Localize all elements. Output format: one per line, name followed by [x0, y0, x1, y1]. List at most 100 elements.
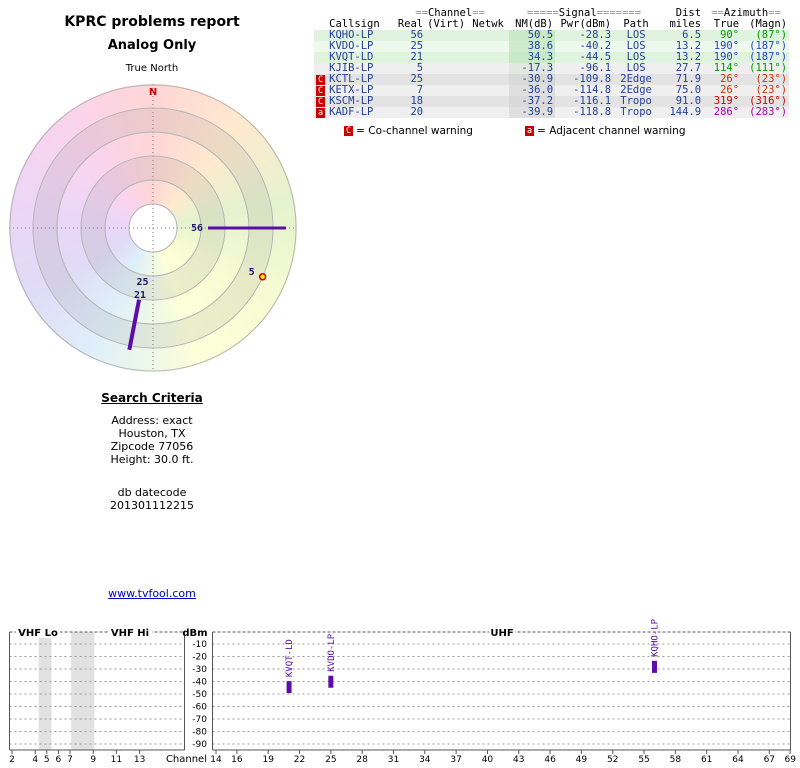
channel-tick-label: 7	[67, 755, 73, 765]
channel-tick-label: 4	[32, 755, 38, 765]
dbm-tick-label: -20	[192, 653, 207, 663]
miles-cell: 71.9	[675, 74, 702, 85]
signal-group-dashes-left: =====	[527, 8, 559, 19]
warning-badge: C	[316, 75, 326, 85]
network-cell	[467, 107, 509, 118]
dbm-tick-label: -40	[192, 678, 207, 688]
miles-cell: 91.0	[675, 96, 702, 107]
radar-channel-label: 25	[136, 277, 148, 288]
callsign-cell: KQHO-LP	[329, 30, 374, 41]
north-label: N	[148, 87, 158, 98]
warning-cell	[314, 30, 327, 41]
signal-table: ==Channel== =====Signal======= Dist ==Az…	[314, 8, 790, 137]
virt-col-header: (Virt)	[427, 19, 466, 30]
azimuth-magn-cell: (187°)	[749, 52, 788, 63]
channel-tick-label: 55	[638, 755, 649, 765]
path-cell: LOS	[626, 63, 646, 74]
azimuth-group-dashes-right: ==	[768, 8, 781, 19]
channel-tick-label: 58	[670, 755, 682, 765]
azimuth-magn-cell: (23°)	[755, 74, 788, 85]
azimuth-group-label: Azimuth	[723, 8, 769, 19]
signal-group-header: =====Signal=======	[509, 8, 659, 19]
dbm-tick-label: -70	[192, 715, 207, 725]
power-cell: -114.8	[573, 85, 612, 96]
radar-plot: 56 25 21 5 N	[9, 84, 297, 372]
callsign-cell: KVQT-LD	[329, 52, 374, 63]
section-label-bg	[108, 626, 152, 638]
virt-channel-cell	[425, 41, 467, 52]
channel-axis-label: Channel	[166, 754, 207, 765]
signal-bar	[328, 675, 334, 688]
path-cell: Tropo	[620, 96, 652, 107]
channel-tick-label: 64	[732, 755, 744, 765]
station-row: KVDO-LP 25 38.6 -40.2 LOS 13.2 190° (187°)	[314, 41, 790, 52]
table-column-header-row: Callsign Real (Virt) Netwk NM(dB) Pwr(dB…	[314, 19, 789, 30]
group-header-spacer	[314, 8, 391, 19]
signal-bar	[286, 681, 292, 694]
channel-group-dashes-right: ==	[472, 8, 485, 19]
virt-channel-cell	[425, 107, 467, 118]
search-criteria-city: Houston, TX	[118, 427, 186, 440]
pwr-col-header: Pwr(dBm)	[560, 19, 612, 30]
callsign-cell: KADF-LP	[329, 107, 374, 118]
callsign-cell: KETX-LP	[329, 85, 374, 96]
azimuth-true-cell: 286°	[713, 107, 740, 118]
tvfool-link[interactable]: www.tvfool.com	[108, 587, 196, 600]
miles-cell: 6.5	[682, 30, 702, 41]
path-cell: 2Edge	[620, 74, 652, 85]
radar-ring	[104, 179, 202, 277]
channel-group-header: ==Channel==	[391, 8, 509, 19]
miles-col-header: miles	[669, 19, 702, 30]
channel-tick-label: 61	[701, 755, 712, 765]
real-channel-cell: 5	[416, 63, 424, 74]
section-label: UHF	[490, 628, 513, 639]
section-label-bg	[489, 626, 515, 638]
dbm-tick-label: -30	[192, 665, 207, 675]
true-az-col-header: True	[713, 19, 740, 30]
azimuth-magn-cell: (187°)	[749, 41, 788, 52]
signal-bar-label: KVQT-LD	[285, 639, 295, 677]
azimuth-magn-cell: (111°)	[749, 63, 788, 74]
callsign-cell: KSCM-LP	[329, 96, 374, 107]
station-row: KVQT-LD 21 34.3 -44.5 LOS 13.2 190° (187°)	[314, 52, 790, 63]
db-datecode-value: 201301112215	[110, 499, 194, 512]
azimuth-magn-cell: (316°)	[749, 96, 788, 107]
radar-channel-label: 56	[191, 223, 203, 234]
channel-tick-label: 40	[482, 755, 494, 765]
adjacent-warning-badge: a	[524, 126, 535, 136]
power-cell: -118.8	[573, 107, 612, 118]
section-label: VHF Lo	[18, 628, 58, 639]
channel-tick-label: 31	[388, 755, 399, 765]
real-channel-cell: 56	[410, 30, 424, 41]
search-criteria-title: Search Criteria	[101, 391, 203, 405]
azimuth-magn-cell: (23°)	[755, 85, 788, 96]
network-cell	[467, 52, 509, 63]
table-group-header-row: ==Channel== =====Signal======= Dist ==Az…	[314, 8, 789, 19]
netwk-col-header: Netwk	[472, 19, 504, 30]
virt-channel-cell	[425, 74, 467, 85]
station-row: C KCTL-LP 25 -30.9 -109.8 2Edge 71.9 26° (23°)	[314, 74, 790, 85]
azimuth-true-cell: 190°	[713, 52, 740, 63]
path-cell: LOS	[626, 41, 646, 52]
signal-group-dashes-right: =======	[596, 8, 641, 19]
signal-bar-label: KVDO-LP	[327, 633, 337, 672]
channel-tick-label: 22	[294, 755, 305, 765]
nm-cell: -30.9	[509, 74, 556, 85]
channel-tick-label: 52	[607, 755, 618, 765]
warning-cell	[314, 63, 327, 74]
miles-cell: 13.2	[675, 41, 702, 52]
channel-tick-label: 19	[262, 755, 274, 765]
signal-bar	[651, 660, 657, 673]
channel-tick-label: 46	[544, 755, 556, 765]
radar-ring	[128, 203, 178, 253]
miles-cell: 144.9	[669, 107, 702, 118]
station-row: C KETX-LP 7 -36.0 -114.8 2Edge 75.0 26° (23°)	[314, 85, 790, 96]
azimuth-true-cell: 190°	[713, 41, 740, 52]
dbm-tick-label: -60	[192, 703, 207, 713]
channel-tick-label: 14	[210, 755, 222, 765]
dist-group-header: Dist	[675, 8, 702, 19]
nm-cell: -36.0	[509, 85, 556, 96]
path-cell: Tropo	[620, 107, 652, 118]
azimuth-true-cell: 26°	[720, 85, 740, 96]
station-row: KJIB-LP 5 -17.3 -96.1 LOS 27.7 114° (111°)	[314, 63, 790, 74]
